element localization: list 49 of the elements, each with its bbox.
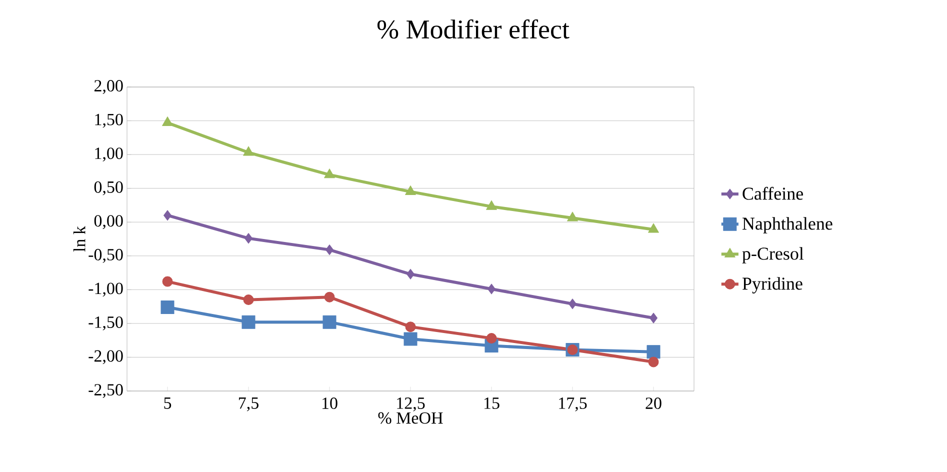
y-tick-label: 2,00 — [94, 80, 123, 94]
point — [160, 300, 174, 314]
y-tick-label: 0,50 — [94, 181, 123, 196]
x-tick-label: 12,5 — [397, 398, 425, 412]
chart-title: % Modifier effect — [377, 19, 570, 39]
point — [404, 332, 418, 346]
x-tick-label: 15 — [484, 398, 500, 409]
point — [648, 223, 659, 233]
legend-label: Caffeine — [742, 186, 803, 200]
point — [243, 146, 254, 156]
point — [406, 268, 415, 280]
point — [322, 315, 336, 329]
x-axis-title: % MeOH — [378, 412, 443, 424]
point — [242, 315, 256, 329]
point — [405, 185, 416, 195]
x-tick-label: 5 — [164, 398, 172, 409]
point — [324, 292, 335, 302]
point — [567, 212, 578, 222]
point — [646, 345, 660, 359]
y-tick-label: -1,00 — [88, 282, 123, 297]
y-tick-label: -2,00 — [88, 350, 123, 364]
point — [243, 294, 254, 306]
legend-label: Pyridine — [742, 277, 802, 294]
y-tick-label: -0,50 — [88, 248, 123, 263]
point — [164, 210, 172, 221]
legend-label: Naphthalene — [742, 217, 832, 234]
point — [324, 168, 335, 178]
y-tick-label: 1,50 — [95, 114, 123, 128]
x-tick-label: 20 — [646, 398, 662, 410]
x-tick-label: 10 — [322, 398, 338, 410]
point — [326, 244, 334, 256]
point — [486, 333, 497, 344]
y-tick-label: -2,50 — [88, 384, 123, 398]
point — [162, 116, 173, 126]
legend-label: p-Cresol — [742, 247, 804, 264]
point — [162, 276, 173, 287]
point — [405, 322, 416, 332]
point — [650, 312, 658, 324]
point — [486, 200, 497, 210]
x-tick-label: 17,5 — [559, 398, 587, 412]
x-tick-label: 7,5 — [238, 398, 258, 412]
point — [244, 233, 253, 244]
point — [568, 298, 577, 310]
y-axis-title: ln k — [73, 226, 86, 252]
y-tick-label: -1,50 — [88, 316, 123, 330]
point — [488, 284, 496, 294]
y-tick-label: 0,00 — [94, 215, 123, 230]
point — [648, 356, 659, 368]
y-tick-label: 1,00 — [95, 148, 123, 162]
